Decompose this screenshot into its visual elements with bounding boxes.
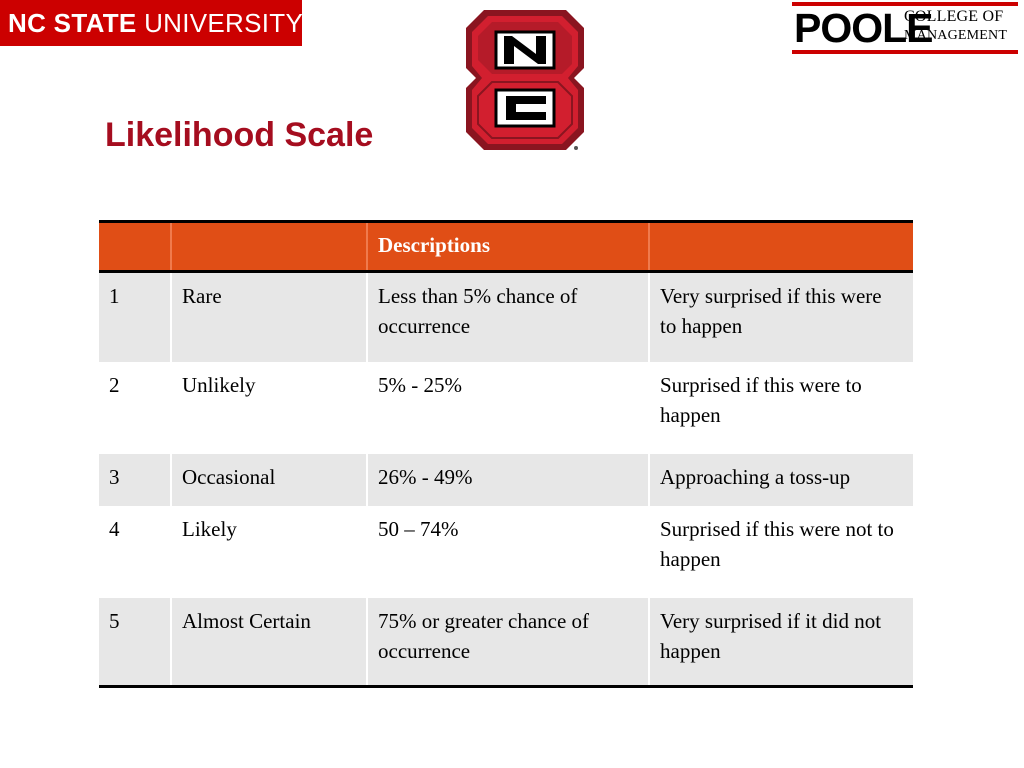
slide-title: Likelihood Scale bbox=[105, 116, 374, 154]
cell-description: Very surprised if it did not happen bbox=[648, 597, 913, 687]
cell-probability: 5% - 25% bbox=[366, 361, 649, 454]
cell-probability: 75% or greater chance of occurrence bbox=[366, 597, 649, 687]
table-row: 4 Likely 50 – 74% Surprised if this were… bbox=[99, 505, 913, 598]
table-row: 5 Almost Certain 75% or greater chance o… bbox=[99, 597, 913, 687]
cell-probability: Less than 5% chance of occurrence bbox=[366, 271, 649, 362]
header-cell-notes bbox=[648, 221, 913, 273]
cell-rating: Likely bbox=[170, 505, 367, 598]
cell-description: Very surprised if this were to happen bbox=[648, 271, 913, 362]
poole-logo-top-bar bbox=[792, 2, 1018, 6]
cell-probability: 26% - 49% bbox=[366, 453, 649, 506]
cell-level: 5 bbox=[99, 597, 171, 687]
logo-text-university: UNIVERSITY bbox=[136, 8, 304, 38]
header-cell-descriptions: Descriptions bbox=[366, 221, 649, 273]
cell-level: 1 bbox=[99, 271, 171, 362]
nc-state-s-seal-icon bbox=[466, 10, 584, 150]
cell-level: 3 bbox=[99, 453, 171, 506]
cell-rating: Almost Certain bbox=[170, 597, 367, 687]
cell-level: 4 bbox=[99, 505, 171, 598]
cell-description: Surprised if this were not to happen bbox=[648, 505, 913, 598]
cell-level: 2 bbox=[99, 361, 171, 454]
poole-college-logo: POOLE COLLEGE OF MANAGEMENT bbox=[792, 2, 1018, 54]
cell-probability: 50 – 74% bbox=[366, 505, 649, 598]
poole-logo-bottom-bar bbox=[792, 50, 1018, 54]
poole-logo-line2: MANAGEMENT bbox=[904, 28, 1008, 43]
table-header-row: Descriptions bbox=[99, 221, 913, 273]
logo-text-nc-state: NC STATE bbox=[8, 8, 137, 38]
cell-rating: Occasional bbox=[170, 453, 367, 506]
poole-logo-word: POOLE bbox=[794, 5, 934, 51]
table-row: 2 Unlikely 5% - 25% Surprised if this we… bbox=[99, 361, 913, 454]
header-cell-level bbox=[99, 221, 171, 273]
poole-logo-line1: COLLEGE OF bbox=[904, 8, 1004, 25]
likelihood-scale-table: Descriptions 1 Rare Less than 5% chance … bbox=[99, 220, 913, 688]
table-row: 3 Occasional 26% - 49% Approaching a tos… bbox=[99, 453, 913, 506]
nc-state-university-logo: NC STATE UNIVERSITY bbox=[0, 0, 304, 46]
cell-rating: Unlikely bbox=[170, 361, 367, 454]
table-row: 1 Rare Less than 5% chance of occurrence… bbox=[99, 271, 913, 362]
header-cell-rating bbox=[170, 221, 367, 273]
cell-rating: Rare bbox=[170, 271, 367, 362]
cell-description: Approaching a toss-up bbox=[648, 453, 913, 506]
cell-description: Surprised if this were to happen bbox=[648, 361, 913, 454]
